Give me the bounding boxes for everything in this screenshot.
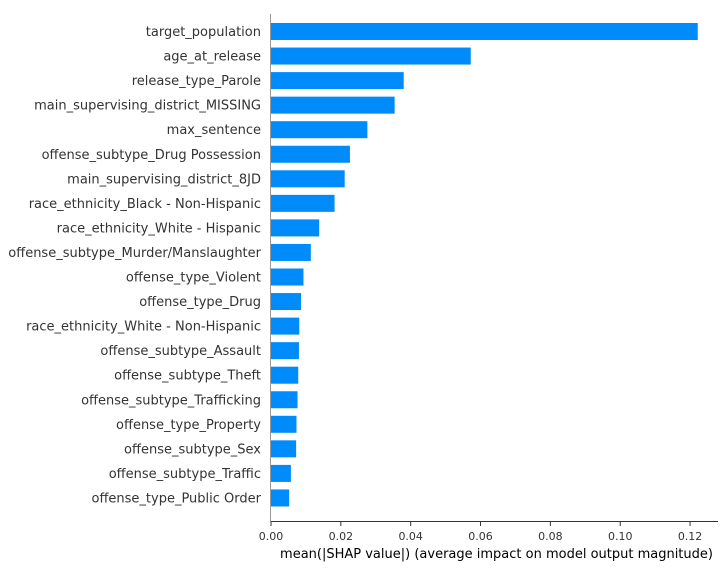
category-label: max_sentence <box>167 123 261 138</box>
bar <box>271 293 302 311</box>
bar <box>271 317 300 335</box>
category-label: race_ethnicity_Black - Non-Hispanic <box>29 197 261 212</box>
category-labels: target_population age_at_release release_t… <box>8 25 261 506</box>
bar <box>271 194 335 212</box>
bar <box>271 366 299 384</box>
bars-layer <box>271 23 698 507</box>
category-label: offense_type_Property <box>116 418 261 433</box>
category-label: target_population <box>146 25 261 40</box>
bar <box>271 464 291 482</box>
category-label: offense_subtype_Assault <box>100 344 261 359</box>
x-tick-label: 0.08 <box>538 530 563 543</box>
category-label: offense_type_Drug <box>139 295 261 310</box>
axes-layer: 0.00 0.02 0.04 0.06 0.08 0.10 0.12 <box>259 14 718 543</box>
category-label: main_supervising_district_8JD <box>67 172 261 187</box>
bar <box>271 489 290 507</box>
bar <box>271 391 298 409</box>
bar <box>271 121 368 139</box>
bar <box>271 47 471 65</box>
bar <box>271 145 350 163</box>
bar <box>271 415 297 433</box>
bar <box>271 72 404 90</box>
bar <box>271 170 345 188</box>
category-label: offense_subtype_Murder/Manslaughter <box>8 246 261 261</box>
category-label: offense_subtype_Theft <box>114 369 261 384</box>
category-label: main_supervising_district_MISSING <box>34 99 261 114</box>
bar <box>271 342 299 360</box>
category-label: offense_subtype_Trafficking <box>81 393 261 408</box>
bar <box>271 268 304 286</box>
x-axis-title: mean(|SHAP value|) (average impact on mo… <box>280 547 713 562</box>
category-label: offense_type_Public Order <box>91 491 261 506</box>
category-label: race_ethnicity_White - Non-Hispanic <box>26 320 261 335</box>
category-label: race_ethnicity_White - Hispanic <box>57 221 261 236</box>
category-label: offense_subtype_Sex <box>124 442 261 457</box>
bar <box>271 23 698 40</box>
category-label: offense_subtype_Traffic <box>109 467 261 482</box>
x-tick-label: 0.04 <box>398 530 423 543</box>
x-tick-label: 0.06 <box>468 530 493 543</box>
bar <box>271 440 297 458</box>
category-label: age_at_release <box>163 50 261 65</box>
x-tick-label: 0.00 <box>259 530 284 543</box>
x-tick-label: 0.12 <box>678 530 703 543</box>
category-label: offense_subtype_Drug Possession <box>42 148 261 163</box>
category-label: release_type_Parole <box>132 74 261 89</box>
bar <box>271 243 311 261</box>
bar <box>271 219 320 237</box>
category-label: offense_type_Violent <box>126 271 261 286</box>
bar <box>271 96 395 114</box>
x-tick-label: 0.02 <box>329 530 354 543</box>
x-tick-label: 0.10 <box>608 530 633 543</box>
